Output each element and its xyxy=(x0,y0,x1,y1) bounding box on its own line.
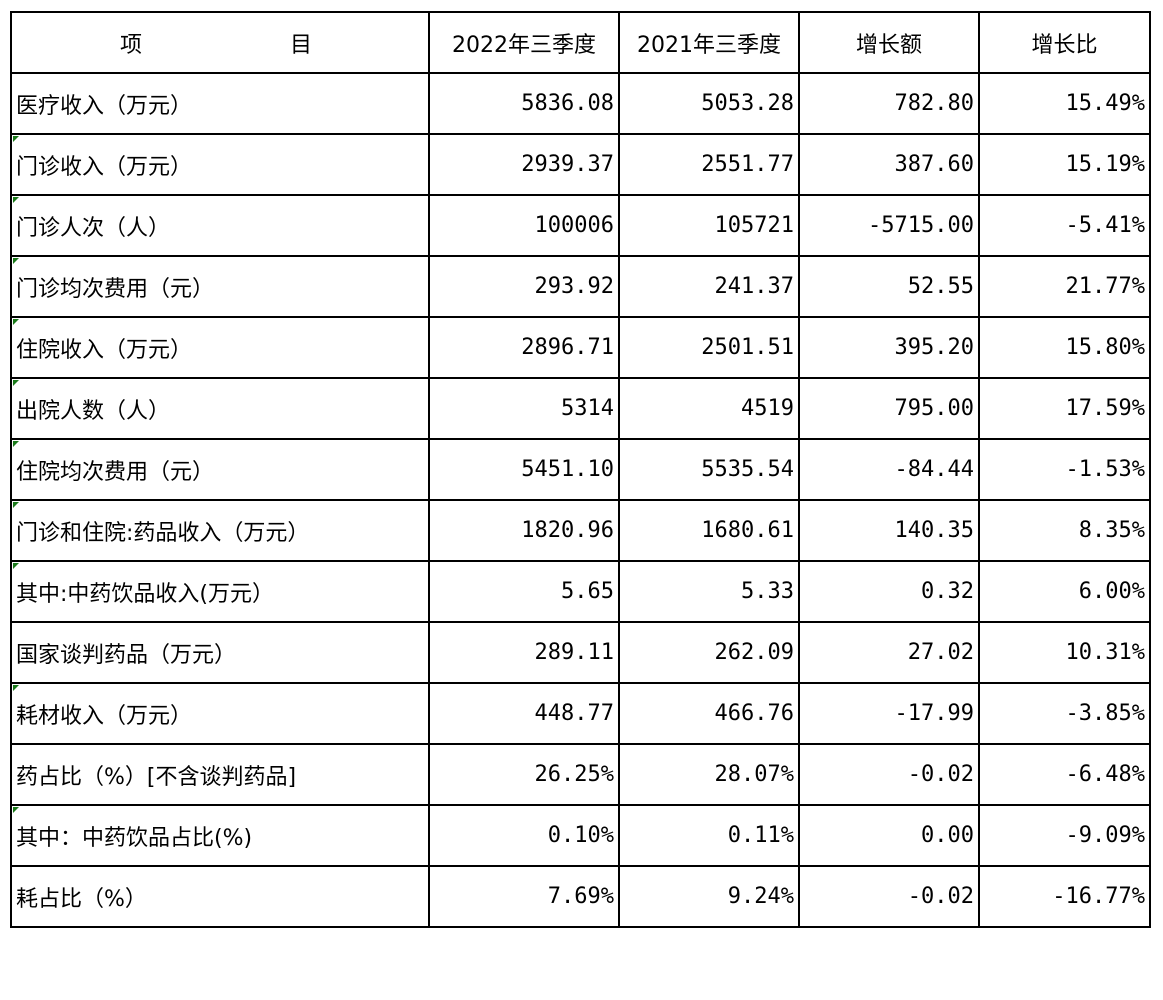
cell-2022: 5314 xyxy=(428,377,620,440)
cell-ratio: 8.35% xyxy=(978,499,1151,562)
cell-2021: 0.11% xyxy=(618,804,800,867)
table-row: 门诊人次（人） 100006 105721 -5715.00 -5.41% xyxy=(10,194,1151,257)
header-item: 项目 xyxy=(10,11,430,74)
cell-growth: 387.60 xyxy=(798,133,980,196)
cell-growth: -0.02 xyxy=(798,865,980,928)
cell-2021: 5.33 xyxy=(618,560,800,623)
cell-2022: 5451.10 xyxy=(428,438,620,501)
cell-2021: 5053.28 xyxy=(618,72,800,135)
table-row: 其中：中药饮品占比(%) 0.10% 0.11% 0.00 -9.09% xyxy=(10,804,1151,867)
cell-growth: -0.02 xyxy=(798,743,980,806)
table-header-row: 项目 2022年三季度 2021年三季度 增长额 增长比 xyxy=(10,11,1151,74)
cell-2022: 7.69% xyxy=(428,865,620,928)
cell-2022: 2896.71 xyxy=(428,316,620,379)
cell-growth: 795.00 xyxy=(798,377,980,440)
table-row: 住院收入（万元） 2896.71 2501.51 395.20 15.80% xyxy=(10,316,1151,379)
cell-2022: 2939.37 xyxy=(428,133,620,196)
cell-2022: 100006 xyxy=(428,194,620,257)
row-label: 耗材收入（万元） xyxy=(10,682,430,745)
cell-ratio: 6.00% xyxy=(978,560,1151,623)
cell-2021: 466.76 xyxy=(618,682,800,745)
table-row: 门诊均次费用（元） 293.92 241.37 52.55 21.77% xyxy=(10,255,1151,318)
cell-ratio: 10.31% xyxy=(978,621,1151,684)
cell-ratio: -9.09% xyxy=(978,804,1151,867)
cell-2021: 2501.51 xyxy=(618,316,800,379)
cell-2021: 2551.77 xyxy=(618,133,800,196)
cell-growth: -84.44 xyxy=(798,438,980,501)
cell-growth: 27.02 xyxy=(798,621,980,684)
row-label: 门诊收入（万元） xyxy=(10,133,430,196)
header-ratio: 增长比 xyxy=(978,11,1151,74)
cell-growth: 782.80 xyxy=(798,72,980,135)
table-row: 医疗收入（万元） 5836.08 5053.28 782.80 15.49% xyxy=(10,72,1151,135)
cell-growth: -5715.00 xyxy=(798,194,980,257)
row-label: 国家谈判药品（万元） xyxy=(10,621,430,684)
cell-ratio: 15.80% xyxy=(978,316,1151,379)
table-row: 住院均次费用（元） 5451.10 5535.54 -84.44 -1.53% xyxy=(10,438,1151,501)
cell-2022: 0.10% xyxy=(428,804,620,867)
cell-2021: 1680.61 xyxy=(618,499,800,562)
cell-growth: 52.55 xyxy=(798,255,980,318)
cell-2021: 105721 xyxy=(618,194,800,257)
header-item-left: 项 xyxy=(120,32,143,58)
cell-2021: 9.24% xyxy=(618,865,800,928)
table-row: 门诊收入（万元） 2939.37 2551.77 387.60 15.19% xyxy=(10,133,1151,196)
table-row: 药占比（%）[不含谈判药品] 26.25% 28.07% -0.02 -6.48… xyxy=(10,743,1151,806)
cell-2021: 241.37 xyxy=(618,255,800,318)
row-label: 门诊均次费用（元） xyxy=(10,255,430,318)
cell-2022: 448.77 xyxy=(428,682,620,745)
cell-growth: 140.35 xyxy=(798,499,980,562)
table-row: 其中:中药饮品收入(万元） 5.65 5.33 0.32 6.00% xyxy=(10,560,1151,623)
row-label: 其中:中药饮品收入(万元） xyxy=(10,560,430,623)
cell-ratio: -1.53% xyxy=(978,438,1151,501)
cell-growth: 0.32 xyxy=(798,560,980,623)
table-row: 国家谈判药品（万元） 289.11 262.09 27.02 10.31% xyxy=(10,621,1151,684)
cell-ratio: 15.49% xyxy=(978,72,1151,135)
cell-ratio: -16.77% xyxy=(978,865,1151,928)
header-2022: 2022年三季度 xyxy=(428,11,620,74)
row-label: 药占比（%）[不含谈判药品] xyxy=(10,743,430,806)
cell-ratio: 15.19% xyxy=(978,133,1151,196)
cell-2022: 5.65 xyxy=(428,560,620,623)
cell-2022: 1820.96 xyxy=(428,499,620,562)
cell-2022: 5836.08 xyxy=(428,72,620,135)
cell-ratio: -5.41% xyxy=(978,194,1151,257)
cell-2021: 5535.54 xyxy=(618,438,800,501)
cell-ratio: 21.77% xyxy=(978,255,1151,318)
income-statistics-table: 项目 2022年三季度 2021年三季度 增长额 增长比 医疗收入（万元） 58… xyxy=(10,11,1151,928)
row-label: 其中：中药饮品占比(%) xyxy=(10,804,430,867)
table-row: 门诊和住院:药品收入（万元） 1820.96 1680.61 140.35 8.… xyxy=(10,499,1151,562)
cell-2021: 4519 xyxy=(618,377,800,440)
cell-2022: 26.25% xyxy=(428,743,620,806)
table-row: 耗占比（%） 7.69% 9.24% -0.02 -16.77% xyxy=(10,865,1151,928)
row-label: 出院人数（人） xyxy=(10,377,430,440)
cell-ratio: -6.48% xyxy=(978,743,1151,806)
cell-2022: 289.11 xyxy=(428,621,620,684)
cell-growth: 0.00 xyxy=(798,804,980,867)
row-label: 门诊和住院:药品收入（万元） xyxy=(10,499,430,562)
row-label: 医疗收入（万元） xyxy=(10,72,430,135)
cell-2022: 293.92 xyxy=(428,255,620,318)
header-2021: 2021年三季度 xyxy=(618,11,800,74)
row-label: 住院均次费用（元） xyxy=(10,438,430,501)
table-row: 出院人数（人） 5314 4519 795.00 17.59% xyxy=(10,377,1151,440)
cell-growth: -17.99 xyxy=(798,682,980,745)
cell-growth: 395.20 xyxy=(798,316,980,379)
row-label: 门诊人次（人） xyxy=(10,194,430,257)
cell-2021: 262.09 xyxy=(618,621,800,684)
cell-ratio: 17.59% xyxy=(978,377,1151,440)
row-label: 耗占比（%） xyxy=(10,865,430,928)
header-growth: 增长额 xyxy=(798,11,980,74)
row-label: 住院收入（万元） xyxy=(10,316,430,379)
table-row: 耗材收入（万元） 448.77 466.76 -17.99 -3.85% xyxy=(10,682,1151,745)
cell-2021: 28.07% xyxy=(618,743,800,806)
cell-ratio: -3.85% xyxy=(978,682,1151,745)
header-item-right: 目 xyxy=(290,32,313,58)
